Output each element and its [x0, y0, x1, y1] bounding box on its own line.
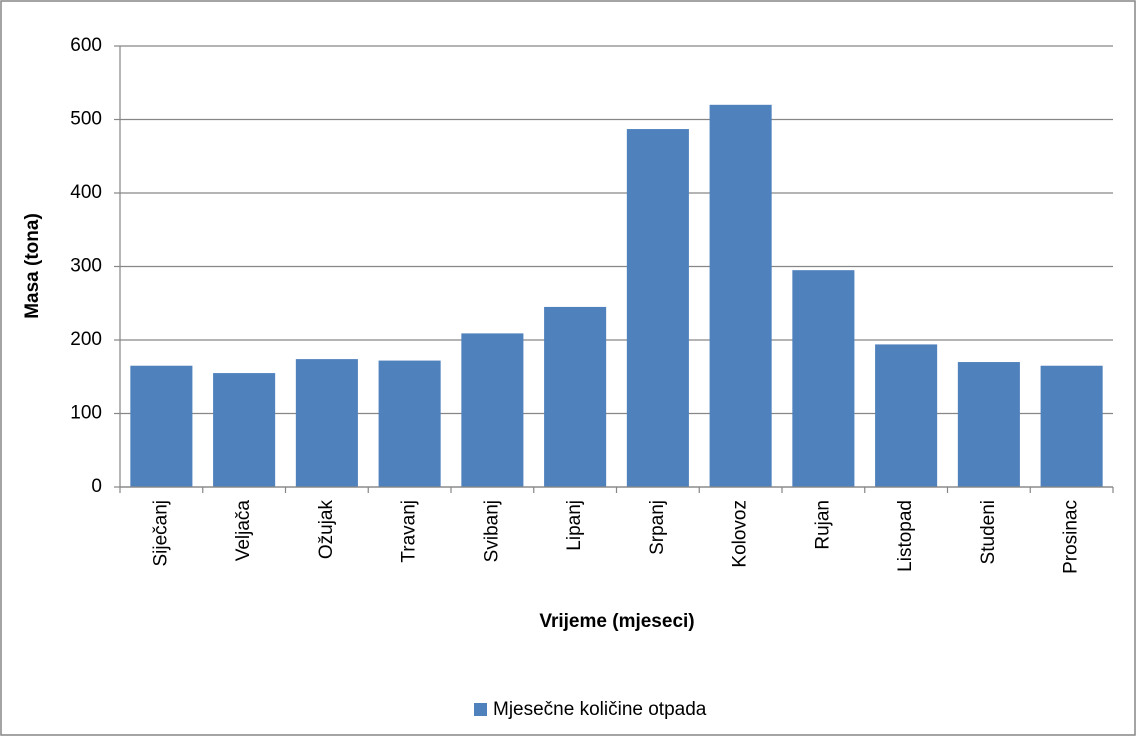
legend-label: Mjesečne količine otpada — [493, 699, 707, 720]
y-tick-label: 300 — [70, 256, 102, 277]
x-tick-label: Kolovoz — [730, 500, 751, 568]
bar — [461, 333, 524, 487]
bar — [626, 129, 689, 487]
y-tick-label: 200 — [70, 329, 102, 350]
x-tick-label: Veljača — [233, 500, 254, 562]
x-tick-label: Rujan — [812, 500, 833, 550]
bar — [213, 373, 276, 487]
y-tick-label: 500 — [70, 109, 102, 130]
x-tick-label: Prosinac — [1061, 500, 1082, 574]
bar — [875, 344, 938, 487]
bar — [130, 365, 193, 487]
x-tick-label: Srpanj — [647, 500, 668, 555]
bar — [544, 306, 607, 487]
x-tick-label: Studeni — [978, 500, 999, 564]
bar — [1040, 365, 1103, 487]
bar — [378, 360, 441, 487]
y-tick-label: 100 — [70, 403, 102, 424]
bar — [709, 104, 772, 488]
bar — [295, 359, 358, 487]
x-tick-label: Svibanj — [481, 500, 502, 562]
y-tick-label: 400 — [70, 182, 102, 203]
x-tick-label: Lipanj — [564, 500, 585, 551]
y-tick-label: 0 — [91, 476, 102, 497]
y-tick-label: 600 — [70, 35, 102, 56]
x-tick-label: Ožujak — [316, 500, 337, 560]
x-tick-label: Travanj — [399, 500, 420, 563]
y-axis-title: Masa (tona) — [22, 213, 43, 319]
x-tick-label: Listopad — [895, 500, 916, 572]
x-axis-title: Vrijeme (mjeseci) — [539, 611, 694, 632]
bar — [792, 270, 855, 487]
x-tick-label: Siječanj — [150, 500, 171, 567]
legend-swatch — [474, 703, 487, 716]
bar — [957, 362, 1020, 487]
